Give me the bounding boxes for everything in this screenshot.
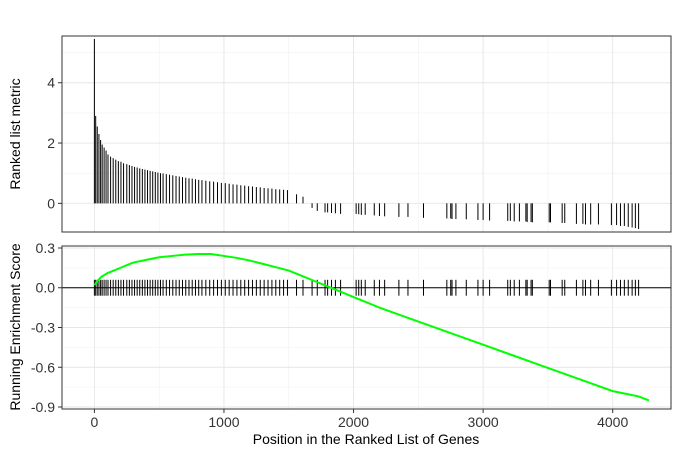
top-y-axis-ticks: 0 2 4 [47, 75, 62, 211]
top-y-tick-label: 4 [47, 75, 55, 91]
top-y-tick-label: 2 [47, 135, 55, 151]
bottom-y-axis-title: Running Enrichment Score [7, 243, 23, 411]
top-y-tick-label: 0 [47, 195, 55, 211]
x-tick-label: 2000 [338, 414, 369, 430]
bottom-y-tick-label: 0.3 [36, 240, 56, 256]
ranked-list-panel: 0 2 4 Ranked list metric [7, 35, 672, 233]
bottom-y-tick-label: 0.0 [36, 280, 56, 296]
top-panel-border [61, 35, 672, 233]
x-axis-ticks: 0 1000 2000 3000 4000 [90, 409, 628, 430]
ranked-metric-bars [93, 39, 640, 229]
x-tick-label: 1000 [208, 414, 239, 430]
bottom-y-tick-label: -0.6 [31, 359, 55, 375]
bottom-y-tick-label: -0.9 [31, 399, 55, 415]
top-y-axis-title: Ranked list metric [7, 78, 23, 189]
top-plot-background [62, 36, 671, 232]
x-tick-label: 4000 [597, 414, 628, 430]
running-es-line [93, 252, 650, 402]
x-tick-label: 0 [90, 414, 98, 430]
x-axis-title: Position in the Ranked List of Genes [253, 431, 479, 447]
running-es-panel: -0.9 -0.6 -0.3 0.0 0.3 0 1000 2000 3000 4000 Run… [7, 240, 672, 447]
bottom-y-axis-ticks: -0.9 -0.6 -0.3 0.0 0.3 [31, 240, 62, 415]
x-tick-label: 3000 [468, 414, 499, 430]
bottom-y-tick-label: -0.3 [31, 320, 55, 336]
